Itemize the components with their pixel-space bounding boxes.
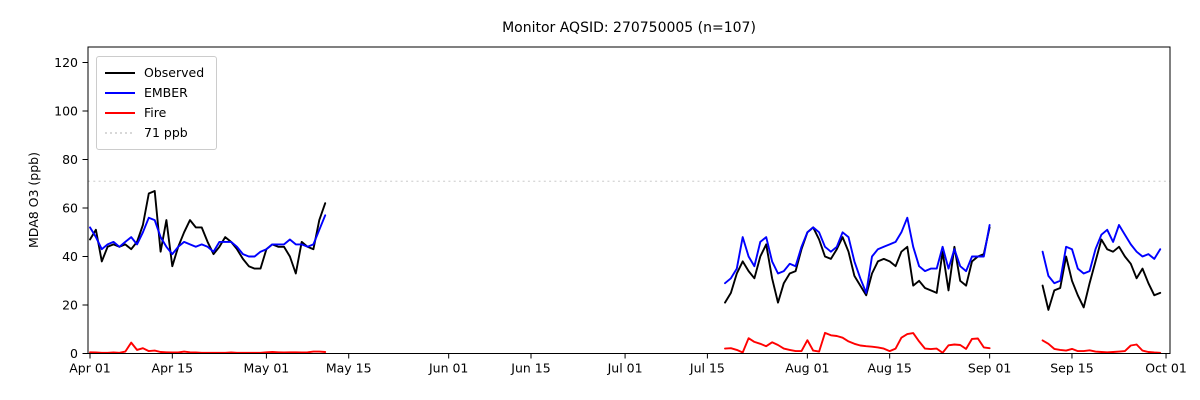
y-tick-label: 40 [62,249,78,264]
legend-line-sample [105,92,135,94]
y-tick-label: 0 [70,346,78,361]
x-tick-label: Sep 01 [968,361,1011,376]
observed-line [724,226,991,304]
y-tick-label: 20 [62,297,78,312]
x-tick-label: Jul 15 [689,361,725,376]
legend-item-label: EMBER [144,85,188,100]
legend-line-sample [105,112,135,114]
legend-line-sample [105,132,135,134]
x-tick-label: Jun 15 [510,361,550,376]
y-tick-label: 120 [54,55,78,70]
fire-line [724,331,991,354]
x-tick-label: Aug 15 [868,361,912,376]
legend-item-label: Fire [144,105,167,120]
y-tick-label: 100 [54,103,78,118]
legend-item-fire: Fire [105,103,204,123]
x-tick-label: Jul 01 [607,361,643,376]
observed-line [89,190,327,275]
fire-line [89,341,327,354]
x-tick-label: Jun 01 [428,361,468,376]
fire-line [1041,339,1162,354]
plot-frame [87,46,1171,354]
y-tick-label: 60 [62,200,78,215]
x-tick-label: Sep 15 [1050,361,1093,376]
x-tick-label: May 15 [326,361,372,376]
legend: Observed EMBER Fire 71 ppb [96,56,218,150]
x-tick-label: Oct 01 [1145,361,1187,376]
legend-item-label: Observed [144,65,205,80]
legend-line-sample [105,72,135,74]
ember-line [1041,224,1162,285]
legend-item-observed: Observed [105,63,204,83]
ember-line [89,214,327,258]
x-tick-label: May 01 [244,361,290,376]
ember-line [724,216,991,294]
legend-item-ember: EMBER [105,83,204,103]
x-tick-label: Apr 15 [152,361,194,376]
legend-item-label: 71 ppb [144,125,188,140]
x-tick-label: Aug 01 [785,361,829,376]
x-tick-label: Apr 01 [69,361,111,376]
observed-line [1041,238,1162,311]
chart-title: Monitor AQSID: 270750005 (n=107) [502,20,756,36]
legend-item-71-ppb: 71 ppb [105,123,204,143]
y-tick-label: 80 [62,152,78,167]
